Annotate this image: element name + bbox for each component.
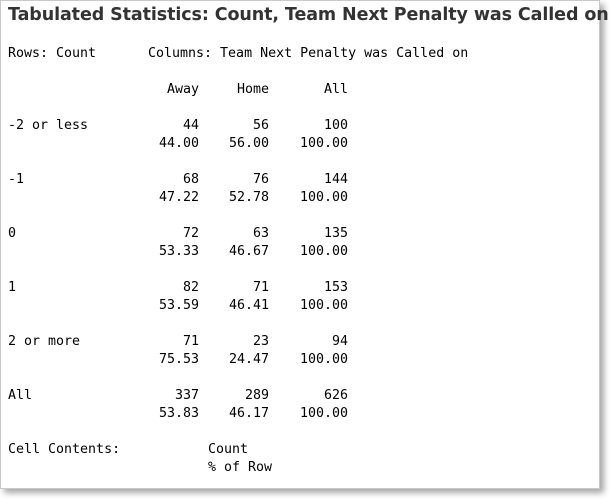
count-cell: 144 <box>323 172 348 187</box>
table-title: Tabulated Statistics: Count, Team Next P… <box>8 5 609 25</box>
count-cell: 63 <box>252 226 269 241</box>
count-cell: 76 <box>252 172 269 187</box>
output-panel: Tabulated Statistics: Count, Team Next P… <box>0 0 609 489</box>
row-label: All <box>8 388 33 403</box>
percent-cell: 53.83 <box>158 406 199 421</box>
row-label: -1 <box>8 172 25 187</box>
column-header-home: Home <box>236 82 269 97</box>
rows-label: Rows: Count <box>8 46 97 61</box>
count-cell: 44 <box>182 118 199 133</box>
percent-cell: 46.17 <box>228 406 269 421</box>
percent-cell: 53.33 <box>158 244 199 259</box>
percent-cell: 100.00 <box>299 136 348 151</box>
count-cell: 82 <box>182 280 199 295</box>
percent-cell: 47.22 <box>158 190 199 205</box>
count-cell: 153 <box>323 280 348 295</box>
row-label: 1 <box>8 280 17 295</box>
percent-cell: 100.00 <box>299 244 348 259</box>
column-header-all: All <box>323 82 348 97</box>
percent-cell: 46.41 <box>228 298 269 313</box>
row-label: 0 <box>8 226 17 241</box>
row-label: -2 or less <box>8 118 89 133</box>
percent-cell: 100.00 <box>299 298 348 313</box>
percent-cell: 52.78 <box>228 190 269 205</box>
count-cell: 71 <box>252 280 269 295</box>
percent-cell: 75.53 <box>158 352 199 367</box>
count-cell: 56 <box>252 118 269 133</box>
count-cell: 289 <box>244 388 269 403</box>
cell-contents-count: Count <box>208 442 249 457</box>
count-cell: 135 <box>323 226 348 241</box>
percent-cell: 100.00 <box>299 406 348 421</box>
column-header-away: Away <box>166 82 199 97</box>
count-cell: 94 <box>331 334 348 349</box>
count-cell: 23 <box>252 334 269 349</box>
percent-cell: 100.00 <box>299 352 348 367</box>
count-cell: 68 <box>182 172 199 187</box>
percent-cell: 56.00 <box>228 136 269 151</box>
percent-cell: 46.67 <box>228 244 269 259</box>
count-cell: 71 <box>182 334 199 349</box>
count-cell: 72 <box>182 226 199 241</box>
cell-contents-percent: % of Row <box>208 460 273 475</box>
count-cell: 100 <box>323 118 348 133</box>
percent-cell: 53.59 <box>158 298 199 313</box>
cell-contents-label: Cell Contents: <box>8 442 121 457</box>
percent-cell: 100.00 <box>299 190 348 205</box>
columns-label: Columns: Team Next Penalty was Called on <box>148 46 469 61</box>
row-label: 2 or more <box>8 334 81 349</box>
percent-cell: 44.00 <box>158 136 199 151</box>
count-cell: 337 <box>174 388 199 403</box>
percent-cell: 24.47 <box>228 352 269 367</box>
count-cell: 626 <box>323 388 348 403</box>
